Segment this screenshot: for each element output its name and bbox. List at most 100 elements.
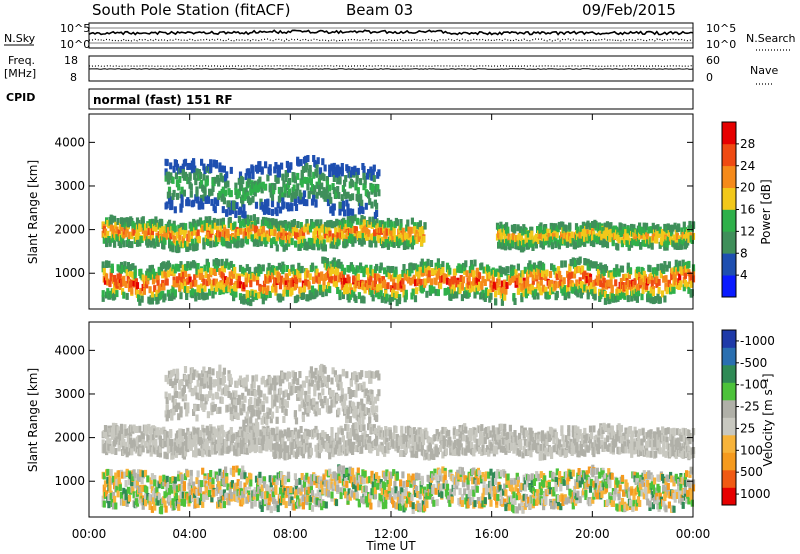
power-cell [302, 231, 306, 239]
power-cell [249, 299, 253, 307]
velocity-cell [479, 429, 483, 437]
power-cell [516, 224, 520, 232]
velocity-cell [138, 435, 142, 443]
power-cell [278, 231, 282, 239]
power-cell [347, 166, 351, 174]
power-cell [189, 190, 193, 198]
power-cell [550, 242, 555, 250]
power-cell [575, 279, 579, 287]
power-cell [655, 276, 659, 284]
power-cell [675, 268, 679, 276]
power-cell [202, 238, 206, 246]
power-cell [195, 243, 199, 251]
power-cell [487, 266, 491, 274]
velocity-cell [338, 437, 342, 445]
power-cell [459, 275, 463, 282]
power-cell [412, 274, 416, 282]
power-cell [401, 278, 405, 286]
power-cell [149, 240, 153, 248]
power-cell [264, 161, 268, 169]
power-cell [677, 224, 681, 232]
power-cell [331, 208, 335, 216]
velocity-cell [404, 446, 408, 454]
power-cell [392, 288, 396, 296]
power-cell [224, 181, 228, 189]
velocity-cell [528, 440, 532, 447]
power-cell [409, 226, 413, 234]
velocity-cell [198, 449, 202, 456]
velocity-cell [321, 430, 325, 438]
power-cell [641, 239, 645, 247]
velocity-cell [124, 428, 128, 436]
velocity-cell [132, 424, 136, 432]
power-cell [577, 265, 581, 273]
velocity-cell [294, 431, 299, 439]
power-cell [257, 269, 261, 277]
power-cell [321, 290, 325, 298]
power-cell [181, 222, 185, 230]
power-cell [356, 194, 360, 202]
power-cell [337, 261, 341, 269]
power-cell [177, 183, 181, 191]
power-cell [371, 216, 376, 224]
power-cell [588, 276, 593, 284]
power-cell [325, 263, 329, 271]
power-cell [183, 270, 188, 278]
velocity-cell [554, 432, 558, 439]
power-cell [690, 289, 694, 297]
power-cell [290, 238, 294, 246]
velocity-cell [614, 439, 618, 447]
power-cell [296, 221, 300, 228]
power-cell [512, 266, 516, 274]
power-cell [340, 194, 344, 202]
power-cell [375, 263, 379, 271]
power-cell [302, 190, 307, 198]
power-cell [373, 280, 377, 288]
velocity-cell [399, 449, 403, 457]
power-cell [630, 223, 634, 231]
power-cell [237, 215, 242, 223]
power-cell [608, 296, 612, 304]
power-cell [331, 241, 335, 249]
power-cell [173, 289, 177, 297]
velocity-cell [170, 439, 174, 446]
power-cell [304, 272, 308, 280]
velocity-cell [558, 439, 562, 447]
power-cell [449, 294, 453, 301]
power-cell [297, 262, 301, 270]
power-cell [534, 289, 538, 297]
power-cell [354, 296, 358, 303]
power-cell [596, 278, 601, 286]
velocity-cell [126, 435, 130, 443]
power-cell [230, 207, 234, 215]
power-cell [561, 281, 565, 289]
power-cell [310, 262, 315, 270]
power-cell [296, 183, 300, 191]
power-cell [377, 169, 381, 177]
power-cell [280, 225, 284, 233]
power-cell [293, 176, 297, 184]
power-cell [580, 266, 585, 273]
velocity-cell [242, 437, 246, 445]
power-cell [310, 198, 315, 206]
power-cell [180, 194, 184, 202]
velocity-cell [262, 434, 267, 442]
power-cell [259, 239, 263, 247]
velocity-cell [261, 439, 265, 447]
power-cell [171, 176, 175, 184]
velocity-cell [619, 424, 623, 432]
power-cell [121, 264, 125, 272]
power-cell [347, 265, 351, 273]
power-cell [570, 231, 574, 239]
frequency-trace [88, 68, 694, 70]
colorbar-tick-label: 12 [740, 224, 755, 238]
velocity-cell [209, 430, 213, 438]
power-cell [584, 258, 588, 266]
station-title: South Pole Station (fitACF) [92, 1, 290, 19]
power-cell [181, 271, 185, 279]
power-cell [118, 241, 122, 249]
power-cell [172, 276, 176, 284]
power-cell [357, 292, 361, 300]
power-cell [619, 223, 623, 231]
power-cell [579, 225, 583, 233]
